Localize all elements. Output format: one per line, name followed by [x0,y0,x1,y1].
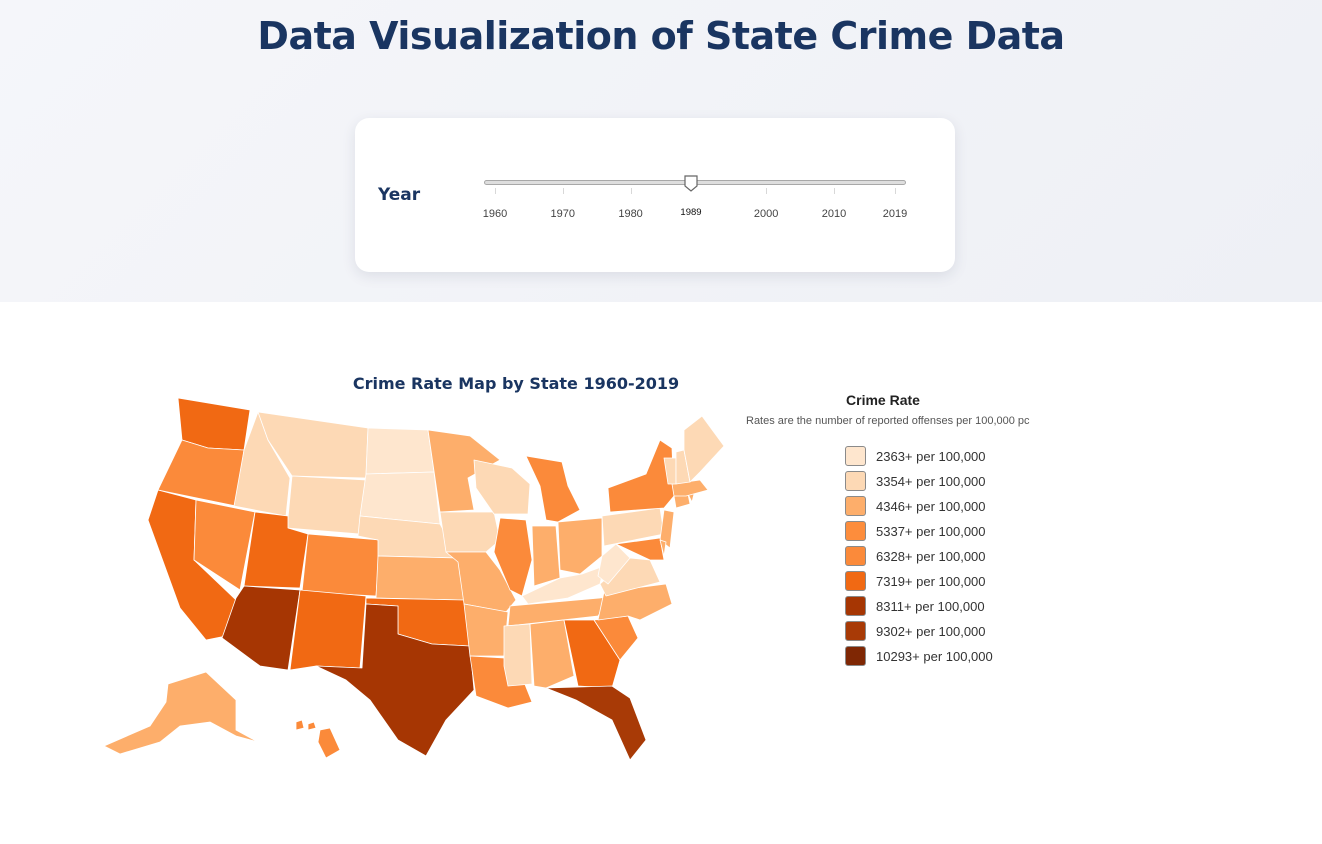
legend-swatch [845,521,866,541]
legend-label: 10293+ per 100,000 [876,649,993,664]
slider-tick-mark [630,188,632,194]
legend-label: 7319+ per 100,000 [876,574,986,589]
page-title: Data Visualization of State Crime Data [257,14,1065,58]
state-texas[interactable] [315,603,475,757]
state-mississippi[interactable] [503,623,533,687]
state-iowa[interactable] [439,511,501,553]
state-kansas[interactable] [375,555,465,601]
legend-label: 3354+ per 100,000 [876,474,986,489]
legend-label: 8311+ per 100,000 [876,599,985,614]
legend-swatch [845,546,866,566]
state-maine[interactable] [683,415,725,483]
state-ohio[interactable] [557,517,603,575]
slider-tick-mark [495,188,496,194]
legend-note: Rates are the number of reported offense… [746,415,1030,427]
state-north-dakota[interactable] [365,427,435,475]
legend-swatch [845,471,866,491]
slider-tick-label: 2019 [882,208,908,220]
state-delaware[interactable] [659,539,667,557]
map-title: Crime Rate Map by State 1960-2019 [352,374,680,393]
legend-label: 2363+ per 100,000 [876,449,986,464]
legend-title: Crime Rate [846,392,920,408]
legend-swatch [845,496,866,516]
year-slider-thumb[interactable] [684,175,698,192]
state-colorado[interactable] [301,533,381,597]
legend-label: 4346+ per 100,000 [876,499,986,514]
state-west-virginia[interactable] [597,543,631,585]
state-montana[interactable] [257,411,369,479]
state-georgia[interactable] [563,619,621,689]
state-new-york[interactable] [607,439,675,513]
state-michigan[interactable] [525,455,581,523]
state-florida[interactable] [545,685,647,761]
legend-label: 5337+ per 100,000 [876,524,986,539]
state-indiana[interactable] [531,525,561,587]
slider-current-year: 1989 [680,207,702,218]
state-arkansas[interactable] [463,603,509,657]
legend-swatch [845,646,866,666]
legend-swatch [845,621,866,641]
slider-tick-mark [562,188,564,194]
state-hawaii[interactable] [295,719,341,759]
state-wyoming[interactable] [286,475,367,535]
state-massachusetts[interactable] [671,479,709,497]
slider-tick-label: 2000 [753,208,779,220]
header-section: Data Visualization of State Crime Data Y… [0,0,1322,302]
slider-tick-mark [833,188,835,194]
state-new-mexico[interactable] [289,589,367,671]
slider-tick-mark [766,188,768,194]
slider-tick-label: 2010 [821,208,847,220]
legend-swatch [845,571,866,591]
year-label: Year [378,185,421,205]
state-south-dakota[interactable] [359,471,441,525]
state-maryland[interactable] [615,537,665,561]
state-alaska[interactable] [103,671,259,755]
legend-swatch [845,446,866,466]
year-control-card: Year 1989 1960 1970 1980 2000 2010 2019 [355,118,955,272]
state-new-jersey[interactable] [659,509,675,549]
legend-label: 6328+ per 100,000 [876,549,986,564]
slider-tick-label: 1960 [482,208,508,220]
slider-tick-label: 1970 [550,208,576,220]
slider-tick-mark [895,188,896,194]
state-wisconsin[interactable] [473,459,531,515]
slider-tick-label: 1980 [618,208,643,220]
legend-label: 9302+ per 100,000 [876,624,986,639]
legend-swatch [845,596,866,616]
state-alabama[interactable] [529,619,575,689]
state-nevada[interactable] [193,499,256,591]
